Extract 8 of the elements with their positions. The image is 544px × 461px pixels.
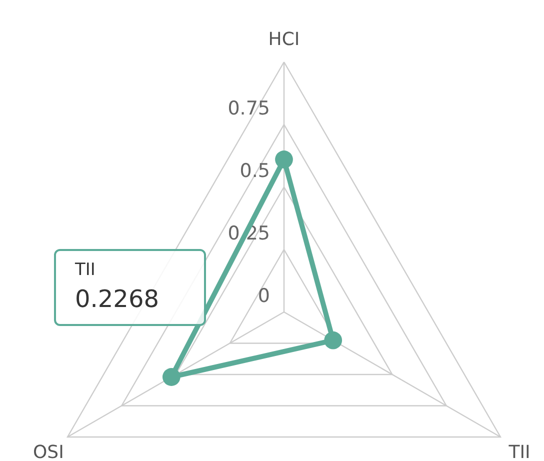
y-tick-label: 0.75 <box>228 98 270 120</box>
spoke-label: HCI <box>268 29 300 50</box>
y-tick-label: 0.5 <box>240 160 270 182</box>
text: 0.2268 <box>75 285 159 313</box>
spoke-label: TII <box>508 442 530 461</box>
spoke-label: OSI <box>32 442 64 461</box>
text: TII <box>74 260 96 280</box>
y-tick-label: 0 <box>258 285 270 307</box>
